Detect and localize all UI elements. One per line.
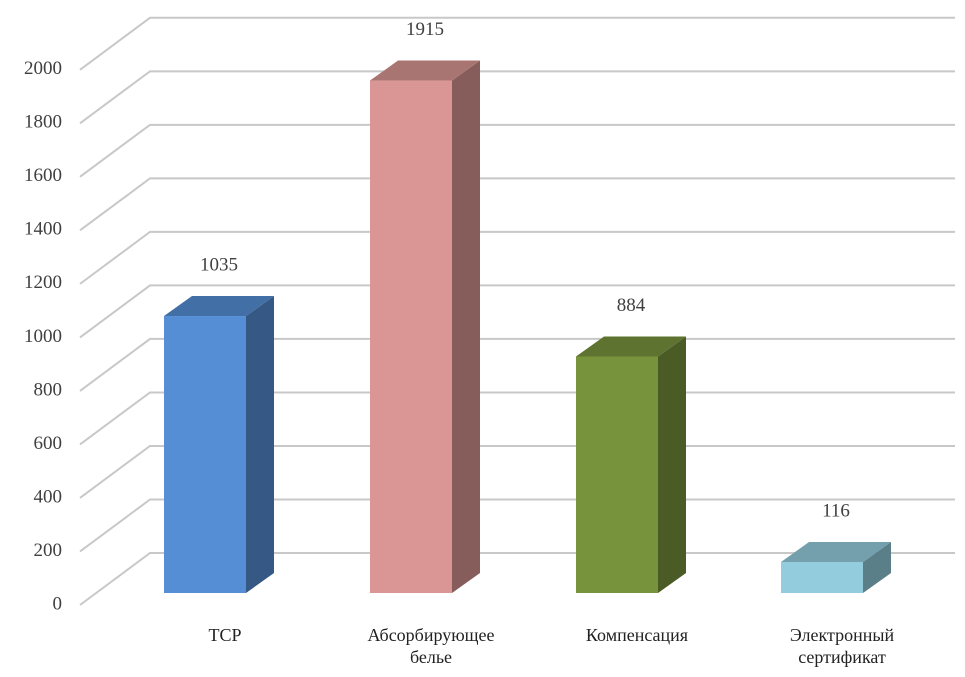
grid-line bbox=[79, 498, 955, 553]
bar-top bbox=[576, 336, 686, 357]
y-tick-label: 1000 bbox=[24, 326, 62, 347]
y-tick-label: 1800 bbox=[24, 112, 62, 133]
y-tick-label: 200 bbox=[34, 540, 63, 561]
data-label: 1915 bbox=[406, 19, 444, 40]
grid-line bbox=[79, 230, 955, 285]
bar-top bbox=[164, 296, 274, 317]
bar-side bbox=[452, 60, 480, 593]
y-tick-label: 400 bbox=[34, 486, 63, 507]
y-tick-label: 600 bbox=[34, 433, 63, 454]
y-tick-label: 1200 bbox=[24, 272, 62, 293]
data-label: 884 bbox=[617, 295, 646, 316]
bar bbox=[576, 356, 658, 593]
y-tick-label: 1600 bbox=[24, 165, 62, 186]
grid-line bbox=[79, 391, 955, 446]
y-tick-label: 2000 bbox=[24, 58, 62, 79]
bar-top bbox=[781, 541, 891, 562]
grid-line bbox=[79, 337, 955, 392]
bar-side bbox=[863, 541, 891, 593]
x-tick-label: ТСР bbox=[208, 625, 242, 645]
y-tick-label: 0 bbox=[53, 593, 63, 614]
bar-side bbox=[246, 296, 274, 593]
bar bbox=[370, 80, 452, 593]
grid-line bbox=[79, 177, 955, 232]
bar-side bbox=[658, 336, 686, 593]
bar bbox=[781, 561, 863, 593]
data-label: 116 bbox=[822, 500, 850, 521]
x-tick-label: Электронный сертификат bbox=[789, 625, 895, 667]
y-tick-label: 800 bbox=[34, 379, 63, 400]
bar bbox=[164, 316, 246, 593]
x-tick-label: Компенсация bbox=[585, 625, 689, 645]
grid-line bbox=[79, 444, 955, 499]
bar-top bbox=[370, 60, 480, 81]
grid-line bbox=[79, 123, 955, 178]
y-tick-label: 1400 bbox=[24, 219, 62, 240]
grid-line bbox=[79, 552, 955, 606]
grid-line bbox=[79, 70, 955, 125]
grid-line bbox=[79, 284, 955, 339]
grid-line bbox=[79, 16, 955, 71]
x-tick-label: Абсорбирующее белье bbox=[367, 625, 495, 667]
data-label: 1035 bbox=[200, 254, 238, 275]
